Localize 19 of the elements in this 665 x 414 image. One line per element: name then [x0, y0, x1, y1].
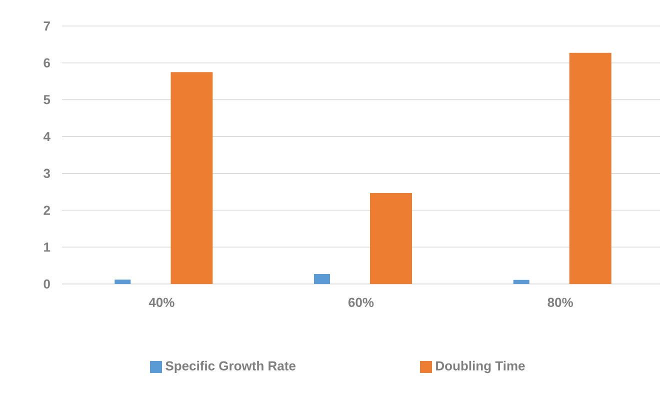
- legend-label: Specific Growth Rate: [166, 360, 296, 374]
- y-tick-label: 1: [44, 242, 50, 252]
- x-tick-label: 60%: [348, 298, 374, 307]
- y-tick-label: 7: [44, 22, 50, 30]
- y-tick-label: 0: [44, 279, 50, 289]
- y-tick-label: 3: [44, 168, 50, 178]
- x-tick-label: 80%: [548, 298, 573, 307]
- bar: [170, 72, 213, 284]
- y-tick-label: 6: [44, 58, 50, 68]
- x-tick-label: 40%: [148, 298, 174, 307]
- legend-label: Doubling Time: [436, 360, 525, 374]
- bar: [513, 280, 530, 284]
- y-tick-label: 5: [44, 95, 50, 104]
- y-tick-label: 4: [43, 132, 50, 142]
- y-tick-label: 2: [44, 206, 50, 215]
- bar: [569, 52, 612, 284]
- bar: [114, 280, 131, 284]
- bar: [370, 192, 412, 284]
- bar: [314, 274, 330, 284]
